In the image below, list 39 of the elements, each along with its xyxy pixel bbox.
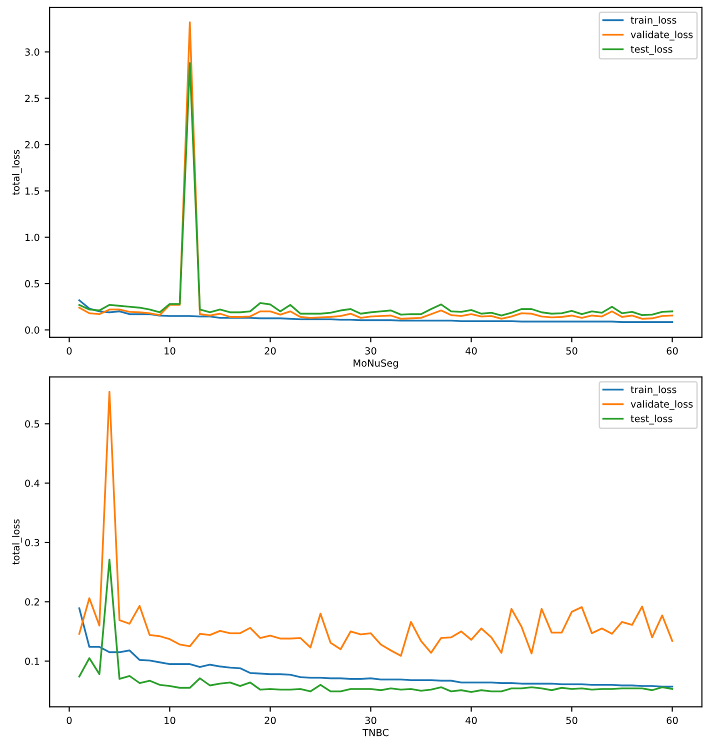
y-axis-title: total_loss — [12, 519, 22, 565]
y-tick-label: 2.5 — [25, 94, 40, 102]
y-tick-label: 0.5 — [25, 280, 40, 288]
y-axis-title: total_loss — [12, 150, 22, 196]
y-tick-label: 0.0 — [25, 326, 40, 334]
y-tick-label: 0.4 — [25, 480, 40, 487]
x-tick-label: 60 — [666, 716, 678, 724]
x-tick-label: 30 — [365, 716, 376, 724]
y-tick-label: 0.2 — [25, 598, 39, 606]
x-tick-label: 50 — [566, 347, 578, 355]
y-tick-label: 0.1 — [25, 658, 40, 665]
y-tick-label: 0.5 — [25, 420, 40, 428]
x-tick-label: 10 — [164, 347, 176, 355]
legend-label: validate_loss — [630, 30, 693, 40]
legend-label: train_loss — [630, 16, 676, 26]
x-tick-label: 20 — [264, 716, 276, 724]
legend-label: train_loss — [630, 386, 676, 396]
x-tick-label: 0 — [66, 716, 72, 724]
x-tick-label: 10 — [164, 716, 176, 724]
y-tick-label: 3.0 — [25, 48, 40, 56]
x-axis-title: TNBC — [362, 728, 388, 736]
y-tick-label: 0.3 — [25, 538, 40, 546]
x-tick-label: 40 — [466, 716, 477, 724]
x-tick-label: 0 — [66, 347, 72, 355]
x-axis-title: MoNuSeg — [354, 359, 398, 369]
legend-label: validate_loss — [630, 400, 693, 410]
line-series — [78, 558, 674, 693]
x-tick-label: 50 — [566, 716, 578, 724]
y-tick-label: 1.5 — [26, 188, 40, 195]
x-tick-label: 30 — [365, 347, 376, 355]
x-tick-label: 40 — [466, 347, 477, 355]
line-series — [78, 299, 674, 323]
y-tick-label: 2.0 — [25, 141, 40, 148]
legend-label: test_loss — [630, 414, 672, 424]
y-tick-label: 1.0 — [26, 234, 40, 242]
x-tick-label: 60 — [666, 347, 678, 355]
line-series — [78, 607, 674, 688]
legend-label: test_loss — [630, 45, 672, 55]
x-tick-label: 20 — [264, 347, 276, 355]
